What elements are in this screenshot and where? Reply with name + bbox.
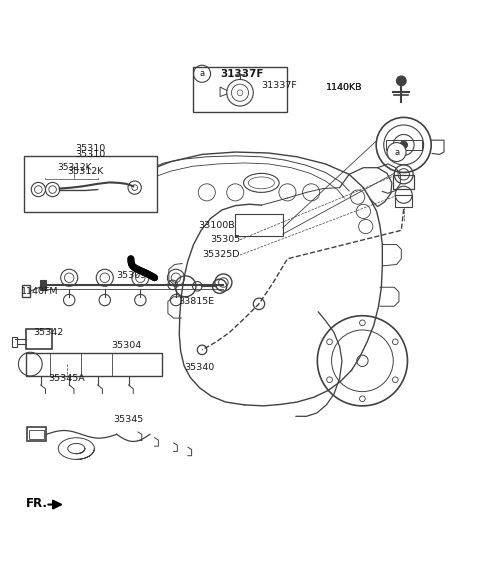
Text: 33815E: 33815E	[179, 297, 215, 306]
Bar	[25, 329, 52, 349]
Text: 35345: 35345	[113, 415, 144, 423]
Text: 31337F: 31337F	[220, 69, 264, 79]
Text: a: a	[394, 148, 399, 157]
Bar	[22, 286, 30, 297]
Text: 35345A: 35345A	[48, 374, 85, 383]
Text: FR.: FR.	[25, 496, 48, 510]
Bar	[24, 157, 157, 213]
Circle shape	[396, 76, 406, 86]
Bar	[385, 140, 422, 150]
Text: 35310: 35310	[75, 150, 106, 159]
FancyArrowPatch shape	[48, 500, 61, 509]
Text: 35305: 35305	[210, 235, 240, 244]
Bar	[12, 337, 17, 346]
Text: 1140FM: 1140FM	[21, 287, 58, 297]
Circle shape	[387, 142, 406, 162]
Text: 35340: 35340	[184, 363, 215, 373]
Text: 35310: 35310	[75, 144, 106, 154]
Bar	[235, 214, 283, 236]
Bar	[26, 427, 47, 442]
Bar	[192, 67, 288, 112]
Bar	[393, 175, 414, 189]
Text: 1140KB: 1140KB	[326, 82, 362, 92]
Text: 33100B: 33100B	[199, 221, 235, 230]
Text: 35325D: 35325D	[203, 251, 240, 259]
Bar	[29, 430, 44, 439]
Circle shape	[400, 141, 408, 149]
Bar	[40, 280, 47, 290]
Text: 31337F: 31337F	[261, 81, 297, 90]
Text: 35309: 35309	[116, 271, 146, 280]
Bar	[25, 353, 162, 376]
Text: 35312K: 35312K	[57, 164, 92, 172]
Text: 35304: 35304	[111, 340, 141, 350]
Bar	[395, 195, 412, 207]
Text: 35312K: 35312K	[68, 166, 104, 176]
Text: 35342: 35342	[33, 328, 63, 337]
Text: a: a	[200, 69, 204, 78]
Text: 1140KB: 1140KB	[326, 84, 362, 92]
